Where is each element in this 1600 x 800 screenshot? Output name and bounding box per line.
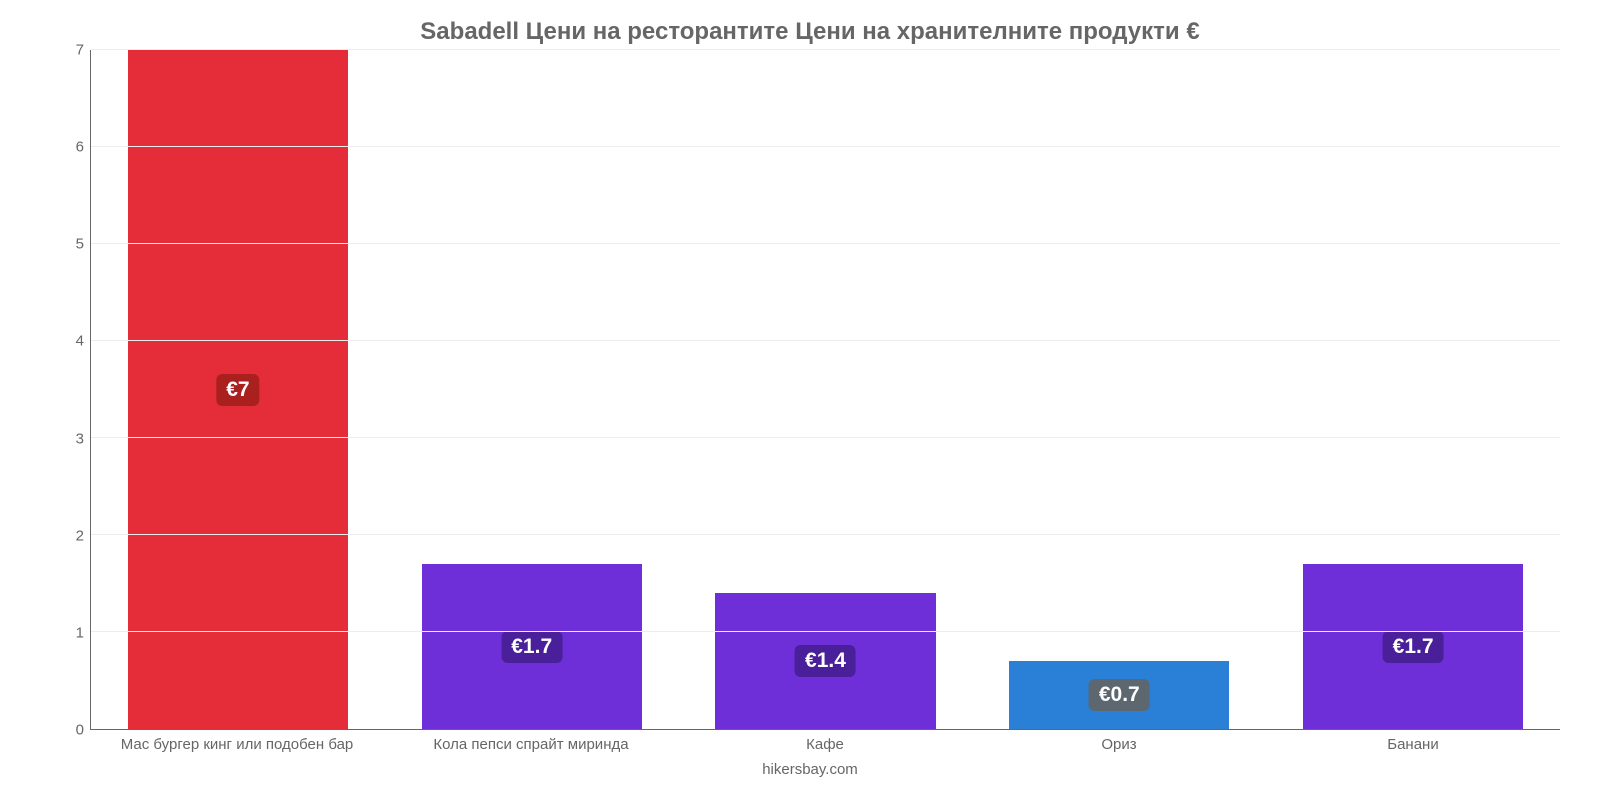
bar-slot: €1.7 bbox=[1266, 50, 1560, 729]
y-tick: 1 bbox=[76, 624, 84, 641]
y-tick: 2 bbox=[76, 527, 84, 544]
bar: €7 bbox=[128, 50, 348, 729]
y-tick: 0 bbox=[76, 722, 84, 739]
grid-line bbox=[91, 243, 1560, 244]
grid-line bbox=[91, 146, 1560, 147]
y-tick: 6 bbox=[76, 139, 84, 156]
bar-slot: €1.4 bbox=[679, 50, 973, 729]
chart-credit: hikersbay.com bbox=[60, 753, 1560, 778]
bar: €1.4 bbox=[715, 593, 935, 729]
y-tick: 4 bbox=[76, 333, 84, 350]
grid-line bbox=[91, 49, 1560, 50]
value-label: €1.4 bbox=[795, 645, 856, 677]
x-label: Кафе bbox=[678, 730, 972, 753]
bar: €1.7 bbox=[422, 564, 642, 729]
grid-line bbox=[91, 437, 1560, 438]
price-chart: Sabadell Цени на ресторантите Цени на хр… bbox=[0, 0, 1600, 800]
grid-line bbox=[91, 631, 1560, 632]
value-label: €1.7 bbox=[1383, 631, 1444, 663]
y-tick: 7 bbox=[76, 42, 84, 59]
x-label: Кола пепси спрайт миринда bbox=[384, 730, 678, 753]
y-axis: 01234567 bbox=[60, 50, 90, 730]
plot-area: 01234567 €7€1.7€1.4€0.7€1.7 bbox=[60, 50, 1560, 730]
chart-title: Sabadell Цени на ресторантите Цени на хр… bbox=[60, 10, 1560, 50]
value-label: €1.7 bbox=[501, 631, 562, 663]
y-tick: 3 bbox=[76, 430, 84, 447]
grid-line bbox=[91, 340, 1560, 341]
bars-container: €7 €1.7 €1.4 €0.7 €1.7 bbox=[91, 50, 1560, 729]
x-axis: Мас бургер кинг или подобен барКола пепс… bbox=[90, 730, 1560, 753]
bar-slot: €0.7 bbox=[972, 50, 1266, 729]
bar: €1.7 bbox=[1303, 564, 1523, 729]
x-label: Мас бургер кинг или подобен бар bbox=[90, 730, 384, 753]
grid-line bbox=[91, 534, 1560, 535]
y-tick: 5 bbox=[76, 236, 84, 253]
bar-slot: €7 bbox=[91, 50, 385, 729]
x-label: Банани bbox=[1266, 730, 1560, 753]
bar: €0.7 bbox=[1009, 661, 1229, 729]
value-label: €7 bbox=[216, 374, 259, 406]
value-label: €0.7 bbox=[1089, 679, 1150, 711]
plot: €7 €1.7 €1.4 €0.7 €1.7 bbox=[90, 50, 1560, 730]
x-label: Ориз bbox=[972, 730, 1266, 753]
bar-slot: €1.7 bbox=[385, 50, 679, 729]
